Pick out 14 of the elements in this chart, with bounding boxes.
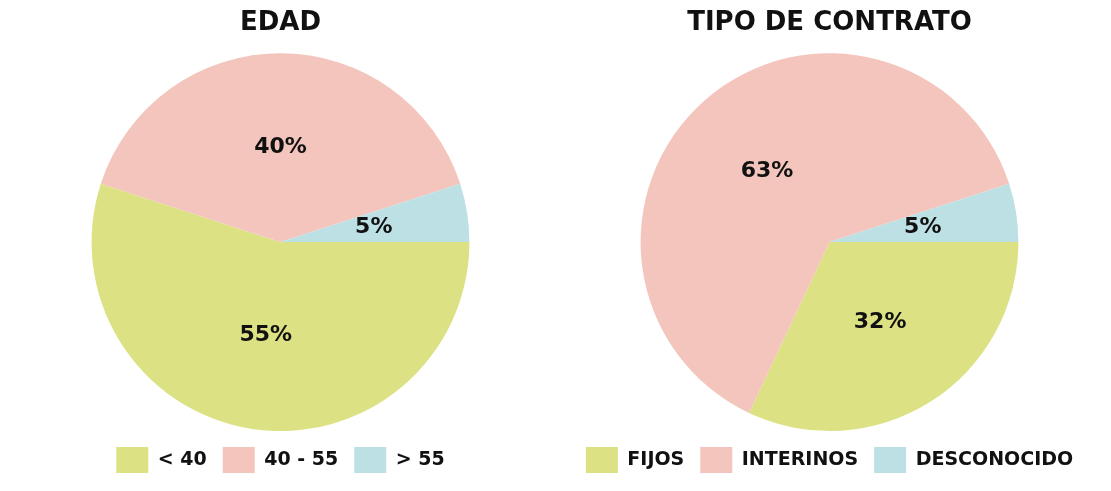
- data-label: 5%: [355, 213, 393, 239]
- legend-label: FIJOS: [627, 446, 685, 469]
- legend-label: 40 - 55: [264, 446, 339, 469]
- chart-title: TIPO DE CONTRATO: [687, 6, 972, 37]
- data-label: 55%: [239, 321, 293, 347]
- data-label: 32%: [853, 307, 907, 333]
- chart-title: EDAD: [239, 6, 322, 37]
- legend-label: > 55: [395, 446, 445, 469]
- legend-label: < 40: [157, 446, 207, 469]
- data-label: 5%: [904, 213, 942, 239]
- legend-label: DESCONOCIDO: [915, 446, 1074, 469]
- data-label: 63%: [740, 156, 794, 182]
- data-label: 40%: [254, 133, 307, 159]
- legend-label: INTERINOS: [741, 446, 859, 469]
